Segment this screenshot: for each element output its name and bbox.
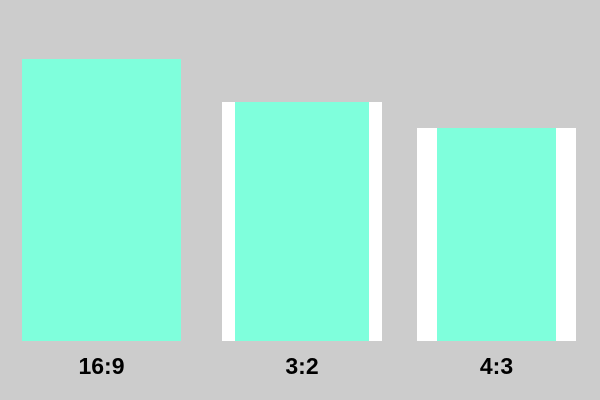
label-16-9: 16:9 bbox=[78, 353, 125, 379]
content-area-4-3 bbox=[437, 128, 556, 341]
aspect-frame-16-9 bbox=[22, 59, 181, 341]
aspect-frame-3-2 bbox=[222, 102, 382, 341]
aspect-frame-4-3 bbox=[417, 128, 576, 341]
label-4-3: 4:3 bbox=[479, 353, 514, 379]
label-3-2: 3:2 bbox=[285, 353, 319, 379]
content-area-3-2 bbox=[235, 102, 369, 341]
content-area-16-9 bbox=[22, 59, 181, 341]
